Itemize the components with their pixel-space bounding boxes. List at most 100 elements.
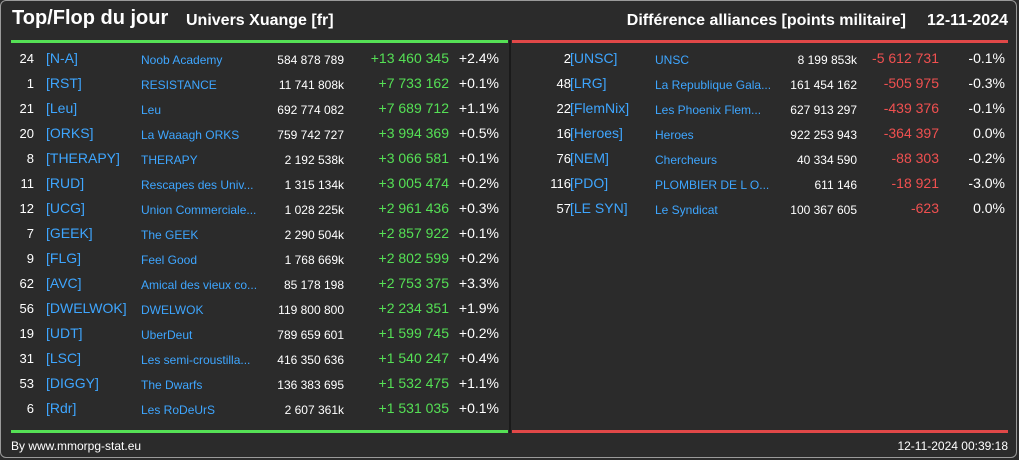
- alliance-points: 119 800 800: [278, 303, 344, 317]
- alliance-name[interactable]: Les RoDeUrS: [141, 403, 216, 417]
- footer-timestamp: 12-11-2024 00:39:18: [897, 439, 1008, 453]
- alliance-name[interactable]: DWELWOK: [141, 303, 204, 317]
- percent-change: +0.1%: [458, 150, 499, 166]
- points-difference: +2 857 922: [378, 225, 449, 241]
- alliance-name[interactable]: La Republique Gala...: [655, 78, 772, 92]
- percent-change: +0.3%: [458, 200, 499, 216]
- points-difference: -18 921: [891, 175, 939, 191]
- alliance-rank: 48: [556, 76, 571, 91]
- alliance-row: 22 [FlemNix] Les Phoenix Flem... 627 913 29…: [512, 96, 1009, 121]
- header: Top/Flop du jour Univers Xuange [fr] Dif…: [0, 0, 1019, 40]
- alliance-rank: 116: [550, 176, 571, 191]
- alliance-name[interactable]: The GEEK: [141, 228, 199, 242]
- alliance-name[interactable]: Noob Academy: [141, 53, 223, 67]
- alliance-tag[interactable]: [GEEK]: [46, 225, 93, 241]
- points-difference: -439 376: [883, 100, 939, 116]
- alliance-row: 20 [ORKS] La Waaagh ORKS 759 742 727 +3 994 …: [0, 121, 509, 146]
- alliance-tag[interactable]: [DWELWOK]: [46, 300, 127, 316]
- alliance-points: 2 607 361k: [284, 403, 344, 417]
- alliance-rank: 12: [19, 201, 34, 216]
- alliance-points: 8 199 853k: [797, 53, 857, 67]
- percent-change: +0.5%: [458, 125, 499, 141]
- alliance-name[interactable]: RESISTANCE: [141, 78, 217, 92]
- alliance-rank: 57: [556, 201, 571, 216]
- alliance-tag[interactable]: [Heroes]: [570, 125, 623, 141]
- alliance-name[interactable]: THERAPY: [141, 153, 198, 167]
- points-difference: +2 961 436: [378, 200, 449, 216]
- alliance-tag[interactable]: [LSC]: [46, 350, 82, 366]
- points-difference: -5 612 731: [872, 50, 939, 66]
- alliance-points: 2 290 504k: [284, 228, 344, 242]
- top-divider-green: [11, 40, 508, 43]
- alliance-tag[interactable]: [UNSC]: [570, 50, 618, 66]
- alliance-row: 62 [AVC] Amical des vieux co... 85 178 198 +…: [0, 271, 509, 296]
- alliance-tag[interactable]: [THERAPY]: [46, 150, 120, 166]
- points-difference: +7 689 712: [378, 100, 449, 116]
- points-difference: -364 397: [883, 125, 939, 141]
- alliance-name[interactable]: Le Syndicat: [655, 203, 718, 217]
- alliance-tag[interactable]: [Leu]: [46, 100, 78, 116]
- points-difference: +2 802 599: [378, 250, 449, 266]
- alliance-tag[interactable]: [PDO]: [570, 175, 609, 191]
- alliance-row: 57 [LE SYN] Le Syndicat 100 367 605 -623 0.0%: [512, 196, 1009, 221]
- alliance-tag[interactable]: [UCG]: [46, 200, 85, 216]
- alliance-row: 21 [Leu] Leu 692 774 082 +7 689 712 +1.1%: [0, 96, 509, 121]
- alliance-tag[interactable]: [RUD]: [46, 175, 85, 191]
- alliance-name[interactable]: Les semi-croustilla...: [141, 353, 251, 367]
- points-difference: +13 460 345: [370, 50, 449, 66]
- alliance-name[interactable]: Heroes: [655, 128, 694, 142]
- alliance-tag[interactable]: [ORKS]: [46, 125, 94, 141]
- alliance-row: 1 [RST] RESISTANCE 11 741 808k +7 733 162 +0.…: [0, 71, 509, 96]
- percent-change: +0.1%: [458, 225, 499, 241]
- alliance-tag[interactable]: [N-A]: [46, 50, 78, 66]
- alliance-name[interactable]: Amical des vieux co...: [141, 278, 258, 292]
- alliance-name[interactable]: The Dwarfs: [141, 378, 203, 392]
- alliance-tag[interactable]: [FLG]: [46, 250, 82, 266]
- alliance-tag[interactable]: [Rdr]: [46, 400, 77, 416]
- alliance-points: 1 768 669k: [284, 253, 344, 267]
- alliance-tag[interactable]: [NEM]: [570, 150, 609, 166]
- alliance-name[interactable]: Les Phoenix Flem...: [655, 103, 762, 117]
- alliance-name[interactable]: La Waaagh ORKS: [141, 128, 240, 142]
- alliance-rank: 56: [19, 301, 34, 316]
- points-difference: +1 531 035: [378, 400, 449, 416]
- alliance-rank: 24: [19, 51, 34, 66]
- points-difference: +7 733 162: [378, 75, 449, 91]
- alliance-rank: 16: [556, 126, 571, 141]
- alliance-rank: 9: [26, 251, 34, 266]
- alliance-name[interactable]: UNSC: [655, 53, 690, 67]
- alliance-points: 922 253 943: [790, 128, 857, 142]
- alliance-name[interactable]: UberDeut: [141, 328, 193, 342]
- alliance-tag[interactable]: [LE SYN]: [570, 200, 628, 216]
- page-title: Top/Flop du jour: [12, 7, 169, 29]
- alliance-name[interactable]: Rescapes des Univ...: [141, 178, 254, 192]
- alliance-name[interactable]: Feel Good: [141, 253, 198, 267]
- alliance-name[interactable]: Chercheurs: [655, 153, 718, 167]
- alliance-tag[interactable]: [LRG]: [570, 75, 607, 91]
- alliance-name[interactable]: Union Commerciale...: [141, 203, 257, 217]
- percent-change: -3.0%: [968, 175, 1005, 191]
- percent-change: -0.1%: [968, 100, 1005, 116]
- alliance-row: 56 [DWELWOK] DWELWOK 119 800 800 +2 234 351 +…: [0, 296, 509, 321]
- column-divider: [509, 40, 511, 433]
- alliance-row: 16 [Heroes] Heroes 922 253 943 -364 397 0.0%: [512, 121, 1009, 146]
- alliance-tag[interactable]: [FlemNix]: [570, 100, 630, 116]
- alliance-name[interactable]: Leu: [141, 103, 162, 117]
- alliance-rank: 31: [19, 351, 34, 366]
- alliance-rank: 53: [19, 376, 34, 391]
- alliance-name[interactable]: PLOMBIER DE L O...: [655, 178, 770, 192]
- percent-change: +0.2%: [458, 175, 499, 191]
- alliance-points: 627 913 297: [790, 103, 857, 117]
- alliance-points: 1 028 225k: [284, 203, 344, 217]
- alliance-rank: 7: [26, 226, 34, 241]
- points-difference: -88 303: [891, 150, 939, 166]
- alliance-tag[interactable]: [DIGGY]: [46, 375, 99, 391]
- alliance-tag[interactable]: [UDT]: [46, 325, 83, 341]
- percent-change: 0.0%: [973, 200, 1005, 216]
- points-difference: +3 005 474: [378, 175, 449, 191]
- alliance-tag[interactable]: [AVC]: [46, 275, 82, 291]
- alliance-points: 85 178 198: [283, 278, 344, 292]
- alliance-tag[interactable]: [RST]: [46, 75, 82, 91]
- alliance-points: 2 192 538k: [284, 153, 344, 167]
- alliance-rank: 8: [26, 151, 34, 166]
